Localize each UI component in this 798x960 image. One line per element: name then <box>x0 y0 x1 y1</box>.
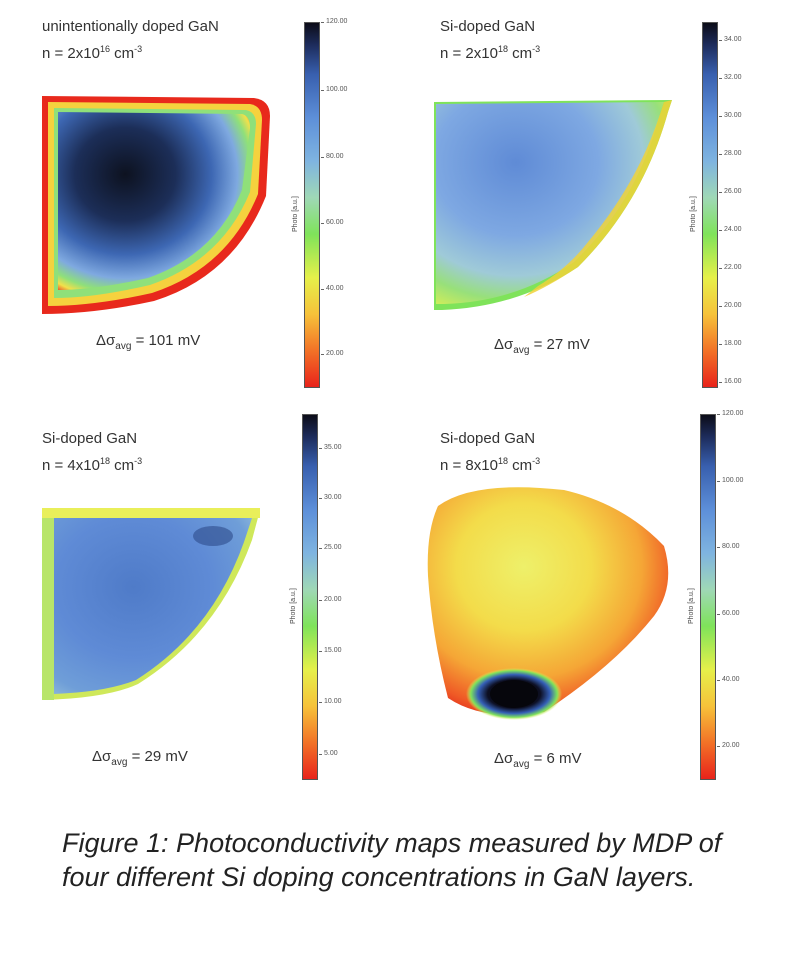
panel-2-colorbar-label: Photo [a.u.] <box>690 196 697 232</box>
figure: unintentionally doped GaN n = 2x1016 cm-… <box>42 16 744 780</box>
figure-caption: Figure 1: Photoconductivity maps measure… <box>62 828 722 892</box>
panel-4-colorbar-tick: 20.00 <box>717 742 740 749</box>
panel-2-concentration: n = 2x1018 cm-3 <box>440 44 541 62</box>
panel-1-sigma: Δσavg = 101 mV <box>96 332 201 352</box>
panel-2-colorbar <box>702 22 718 388</box>
panel-1-colorbar-tick: 120.00 <box>320 18 348 25</box>
panel-3-colorbar <box>302 414 318 780</box>
panel-2-colorbar-tick: 22.00 <box>719 264 742 271</box>
panel-4-sample-name: Si-doped GaN <box>440 430 536 447</box>
panel-1-concentration: n = 2x1016 cm-3 <box>42 44 143 62</box>
panel-2-colorbar-tick: 20.00 <box>719 302 742 309</box>
panel-4-colorbar-tick: 60.00 <box>717 610 740 617</box>
panel-2-colorbar-tick: 28.00 <box>719 150 742 157</box>
panel-3-sample-name: Si-doped GaN <box>42 430 138 447</box>
panel-3-colorbar-tick: 10.00 <box>319 698 342 705</box>
panel-4-concentration: n = 8x1018 cm-3 <box>440 456 541 474</box>
panel-4-colorbar-tick: 100.00 <box>716 477 744 484</box>
panel-4-colorbar-tick: 80.00 <box>717 543 740 550</box>
panel-2-photoconductivity-map <box>434 100 672 310</box>
panel-3-concentration: n = 4x1018 cm-3 <box>42 456 143 474</box>
panel-4-title: Si-doped GaN n = 8x1018 cm-3 <box>440 428 540 477</box>
panel-3-title: Si-doped GaN n = 4x1018 cm-3 <box>42 428 142 477</box>
panel-3-sigma: Δσavg = 29 mV <box>92 748 188 768</box>
panel-1-colorbar-tick: 80.00 <box>321 153 344 160</box>
panel-3-colorbar-tick: 35.00 <box>319 444 342 451</box>
panel-1-sample-name: unintentionally doped GaN <box>42 18 219 35</box>
panel-1-colorbar-tick: 60.00 <box>321 219 344 226</box>
panel-4-photoconductivity-map <box>427 487 669 720</box>
panel-2-title: Si-doped GaN n = 2x1018 cm-3 <box>440 16 540 65</box>
panel-2-colorbar-tick: 16.00 <box>719 378 742 385</box>
panel-3-colorbar-label: Photo [a.u.] <box>290 588 297 624</box>
panel-1-colorbar-label: Photo [a.u.] <box>292 196 299 232</box>
panel-3-colorbar-tick: 30.00 <box>319 494 342 501</box>
panel-2-colorbar-tick: 18.00 <box>719 340 742 347</box>
panel-3-photoconductivity-map <box>42 508 260 700</box>
panel-2-colorbar-tick: 24.00 <box>719 226 742 233</box>
panel-2-sigma: Δσavg = 27 mV <box>494 336 590 356</box>
panel-1-colorbar-tick: 20.00 <box>321 350 344 357</box>
panel-4-colorbar-label: Photo [a.u.] <box>688 588 695 624</box>
panel-4-colorbar-tick: 120.00 <box>716 410 744 417</box>
panel-4-sigma: Δσavg = 6 mV <box>494 750 582 770</box>
panel-1-title: unintentionally doped GaN n = 2x1016 cm-… <box>42 16 219 65</box>
panel-1-colorbar <box>304 22 320 388</box>
panel-2-colorbar-tick: 32.00 <box>719 74 742 81</box>
panel-3-colorbar-tick: 25.00 <box>319 544 342 551</box>
panel-4-colorbar <box>700 414 716 780</box>
panel-4-colorbar-tick: 40.00 <box>717 676 740 683</box>
panel-2-colorbar-tick: 26.00 <box>719 188 742 195</box>
panel-3-colorbar-tick: 15.00 <box>319 647 342 654</box>
panel-2-colorbar-tick: 30.00 <box>719 112 742 119</box>
panel-2-colorbar-tick: 34.00 <box>719 36 742 43</box>
panel-1-colorbar-tick: 40.00 <box>321 285 344 292</box>
panel-1-colorbar-tick: 100.00 <box>320 86 348 93</box>
panel-2-sample-name: Si-doped GaN <box>440 18 536 35</box>
panel-3-colorbar-tick: 20.00 <box>319 596 342 603</box>
panel-1-photoconductivity-map <box>42 96 270 314</box>
panel-3-colorbar-tick: 5.00 <box>319 750 338 757</box>
